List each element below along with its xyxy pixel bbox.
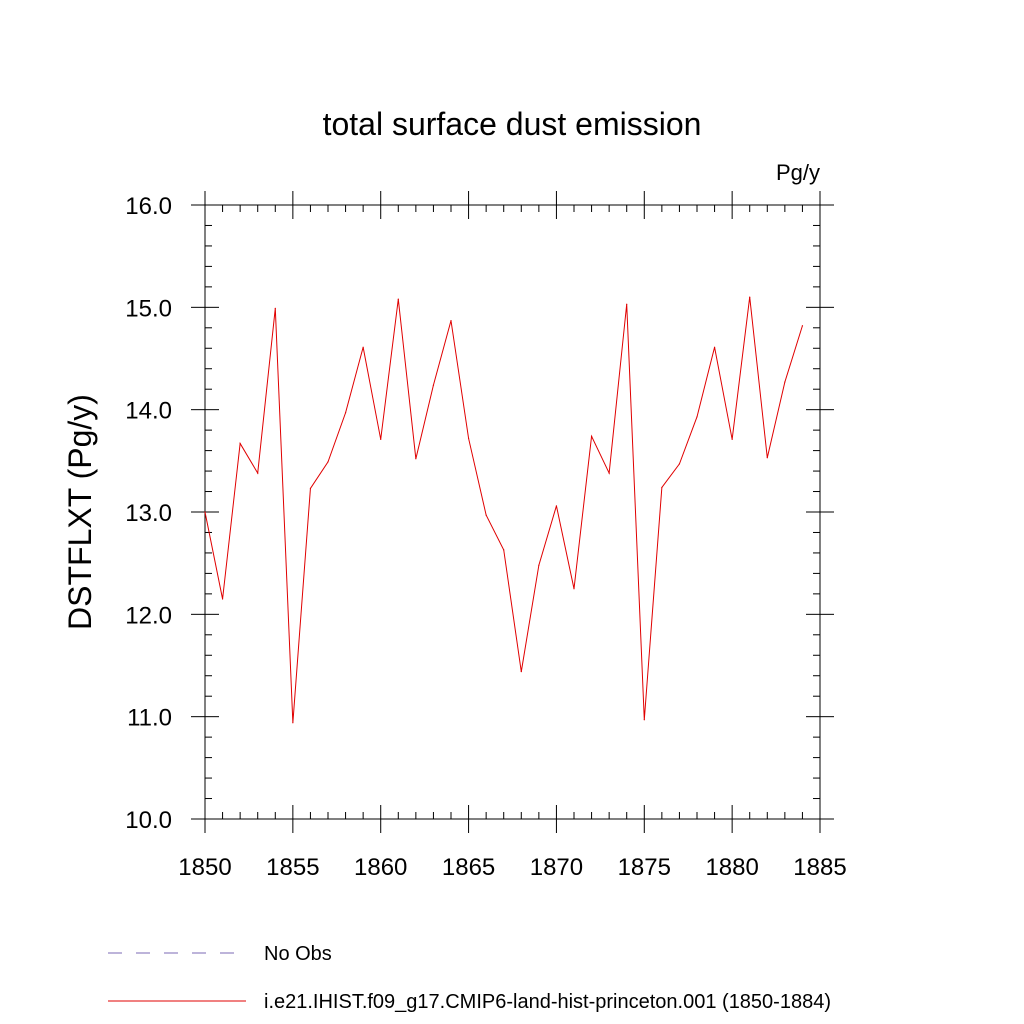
- data-point: [784, 381, 786, 383]
- units-label: Pg/y: [776, 160, 820, 185]
- data-point: [362, 346, 364, 348]
- data-point: [678, 463, 681, 465]
- x-tick-label: 1870: [530, 854, 583, 881]
- y-axis-label: DSTFLXT (Pg/y): [62, 394, 98, 630]
- data-point: [503, 549, 505, 551]
- data-point: [344, 412, 347, 414]
- data-point: [801, 325, 804, 327]
- data-point: [608, 472, 610, 474]
- data-point: [538, 564, 540, 566]
- y-tick-labels: 10.0 11.0 12.0 13.0 14.0 15.0 16.0: [125, 193, 172, 834]
- x-tick-label: 1865: [442, 854, 495, 881]
- data-point: [450, 320, 452, 322]
- plot-frame: [204, 204, 821, 820]
- data-point: [292, 722, 294, 724]
- x-tick-label: 1880: [705, 854, 758, 881]
- data-point: [749, 296, 751, 298]
- data-point: [415, 458, 417, 460]
- data-point: [555, 505, 558, 507]
- data-point: [573, 588, 575, 590]
- x-tick-label: 1855: [266, 854, 319, 881]
- series-line-model: [204, 297, 803, 723]
- x-tick-label: 1875: [618, 854, 671, 881]
- data-point: [204, 511, 206, 513]
- data-point: [766, 457, 768, 459]
- y-tick-label: 15.0: [125, 295, 172, 322]
- data-point: [327, 461, 329, 463]
- data-point: [696, 416, 698, 418]
- data-point: [626, 303, 628, 305]
- data-point: [661, 486, 663, 489]
- y-tick-label: 10.0: [125, 807, 172, 834]
- y-tick-label: 11.0: [127, 705, 172, 732]
- data-point: [221, 598, 224, 600]
- series-points: [204, 296, 804, 724]
- data-point: [309, 487, 312, 490]
- axis-ticks: [191, 191, 834, 833]
- legend: No Obs i.e21.IHIST.f09_g17.CMIP6-land-hi…: [108, 943, 831, 1013]
- y-tick-label: 13.0: [125, 500, 172, 527]
- data-point: [485, 514, 487, 516]
- data-point: [397, 298, 399, 300]
- data-point: [520, 671, 522, 673]
- data-point: [380, 438, 382, 440]
- data-point: [731, 438, 733, 440]
- x-tick-labels: 1850 1855 1860 1865 1870 1875 1880 1885: [178, 854, 846, 881]
- y-tick-label: 16.0: [125, 193, 172, 220]
- y-tick-label: 14.0: [125, 398, 172, 425]
- data-point: [239, 442, 241, 445]
- x-tick-label: 1885: [793, 854, 846, 881]
- legend-label-obs: No Obs: [264, 943, 332, 965]
- legend-label-model: i.e21.IHIST.f09_g17.CMIP6-land-hist-prin…: [264, 991, 831, 1013]
- y-tick-label: 12.0: [125, 602, 172, 629]
- data-point: [274, 307, 276, 309]
- chart-title: total surface dust emission: [323, 106, 702, 142]
- data-point: [257, 472, 259, 474]
- x-tick-label: 1850: [178, 854, 231, 881]
- data-point: [432, 384, 435, 386]
- data-point: [643, 719, 645, 721]
- data-point: [590, 435, 593, 437]
- x-tick-label: 1860: [354, 854, 407, 881]
- data-point: [713, 346, 716, 348]
- data-point: [467, 437, 470, 439]
